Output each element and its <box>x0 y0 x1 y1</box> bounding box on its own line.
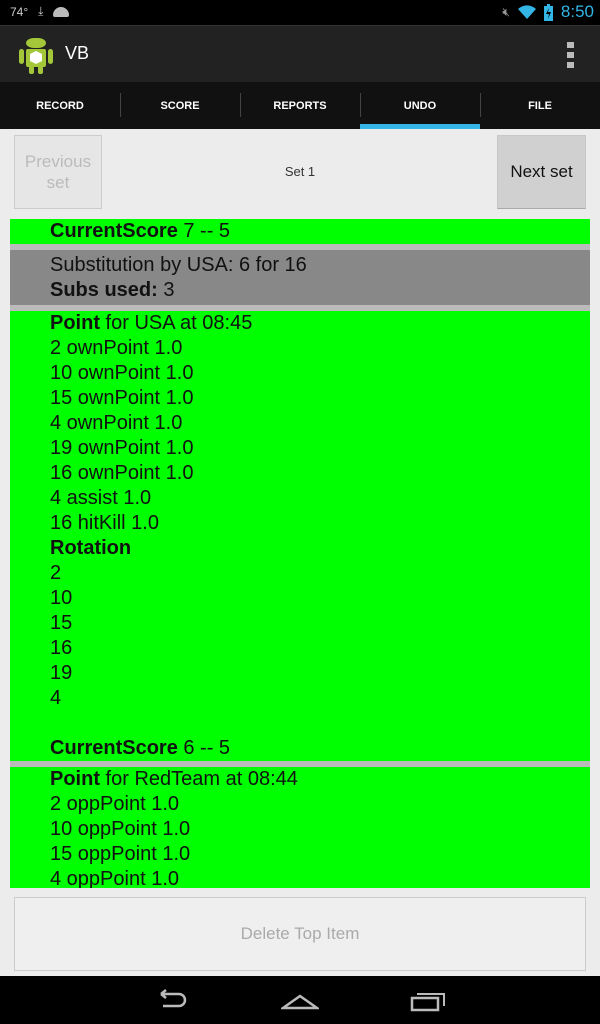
line-text: 4 oppPoint 1.0 <box>50 868 179 888</box>
list-item-line: 19 <box>50 661 590 686</box>
line-text: 15 ownPoint 1.0 <box>50 387 194 409</box>
line-text: 16 hitKill 1.0 <box>50 512 159 534</box>
list-item-line: 10 ownPoint 1.0 <box>50 361 590 386</box>
list-item-line: 16 hitKill 1.0 <box>50 511 590 536</box>
line-text: 15 <box>50 612 73 634</box>
line-text: 19 <box>50 662 73 684</box>
delete-top-item-button[interactable]: Delete Top Item <box>14 897 586 971</box>
line-text: 2 oppPoint 1.0 <box>50 793 179 815</box>
list-item[interactable]: CurrentScore 7 -- 5 <box>10 219 590 244</box>
app-title: VB <box>65 43 90 63</box>
previous-set-line1: Previous <box>24 152 92 171</box>
line-text: 10 oppPoint 1.0 <box>50 818 191 840</box>
line-text: 4 assist 1.0 <box>50 487 152 509</box>
line-label: CurrentScore <box>50 220 178 242</box>
list-item-line: 16 ownPoint 1.0 <box>50 461 590 486</box>
list-item-line: 19 ownPoint 1.0 <box>50 436 590 461</box>
list-item-line: 4 assist 1.0 <box>50 486 590 511</box>
temperature: 74° <box>10 4 29 19</box>
line-text: 2 <box>50 562 62 584</box>
previous-set-label: Previous set <box>25 151 91 193</box>
line-text: 7 -- 5 <box>177 220 231 242</box>
list-item[interactable]: Point for USA at 08:45 2 ownPoint 1.0 10 o… <box>10 311 590 761</box>
tab-undo[interactable]: UNDO <box>360 82 480 129</box>
overflow-menu-icon[interactable] <box>567 42 574 68</box>
previous-set-line2: set <box>46 173 70 192</box>
line-text: 16 ownPoint 1.0 <box>50 462 194 484</box>
tab-reports[interactable]: REPORTS <box>240 82 360 129</box>
android-icon <box>53 6 70 17</box>
next-set-button[interactable]: Next set <box>497 135 586 209</box>
line-text: 19 ownPoint 1.0 <box>50 437 194 459</box>
tab-record[interactable]: RECORD <box>36 99 84 112</box>
list-item[interactable]: Point for RedTeam at 08:44 2 oppPoint 1.0… <box>10 767 590 888</box>
status-bar: 74° ⤓ 🔇︎ 8:50 <box>0 0 600 25</box>
clock: 8:50 <box>560 2 594 21</box>
list-item-line: Point for RedTeam at 08:44 <box>50 767 590 792</box>
action-bar: VB <box>0 25 600 82</box>
line-text: 16 <box>50 637 73 659</box>
line-text: 4 ownPoint 1.0 <box>50 412 183 434</box>
list-item-line: 10 oppPoint 1.0 <box>50 817 590 842</box>
list-item-line: 4 <box>50 686 590 711</box>
list-item-line: 10 <box>50 586 590 611</box>
list-item-line: Substitution by USA: 6 for 16 <box>50 253 590 278</box>
line-text: 3 <box>157 279 175 301</box>
line-text: for USA at 08:45 <box>100 312 253 334</box>
back-icon[interactable] <box>153 988 189 1012</box>
list-item-line: 2 oppPoint 1.0 <box>50 792 590 817</box>
list-item-line: 4 oppPoint 1.0 <box>50 867 590 888</box>
line-text: for RedTeam at 08:44 <box>100 768 298 790</box>
tab-score[interactable]: SCORE <box>120 82 240 129</box>
list-item[interactable]: Substitution by USA: 6 for 16 Subs used: … <box>10 250 590 305</box>
list-item-line: CurrentScore 7 -- 5 <box>50 219 590 244</box>
line-text: 4 <box>50 687 62 709</box>
battery-charging-icon <box>543 3 553 21</box>
list-item-line: 15 oppPoint 1.0 <box>50 842 590 867</box>
line-label: Point <box>50 312 100 334</box>
line-label: CurrentScore <box>50 737 178 759</box>
list-item-line: 15 ownPoint 1.0 <box>50 386 590 411</box>
line-text: 15 oppPoint 1.0 <box>50 843 191 865</box>
navigation-bar <box>0 976 600 1024</box>
line-label: Rotation <box>50 537 132 559</box>
undo-list[interactable]: CurrentScore 7 -- 5 Substitution by USA: … <box>10 219 590 888</box>
line-text: 10 <box>50 587 73 609</box>
download-icon: ⤓ <box>38 4 44 18</box>
wifi-icon <box>517 5 536 19</box>
list-item-line: 2 ownPoint 1.0 <box>50 336 590 361</box>
tab-file[interactable]: FILE <box>480 82 600 129</box>
list-item-line: Rotation <box>50 536 590 561</box>
list-item-line <box>50 711 590 736</box>
tab-bar: RECORD SCORE REPORTS UNDO FILE <box>0 82 600 129</box>
line-label: Point <box>50 768 100 790</box>
app-logo-icon <box>19 38 53 74</box>
set-label: Set 1 <box>284 164 316 179</box>
list-item-line: 15 <box>50 611 590 636</box>
line-text: 6 -- 5 <box>177 737 231 759</box>
list-item-line: CurrentScore 6 -- 5 <box>50 736 590 761</box>
mute-icon: 🔇︎ <box>502 4 510 19</box>
home-icon[interactable] <box>281 988 319 1012</box>
line-text: Substitution by USA: 6 for 16 <box>50 254 307 276</box>
recent-apps-icon[interactable] <box>410 988 448 1012</box>
list-item-line: 2 <box>50 561 590 586</box>
previous-set-button[interactable]: Previous set <box>14 135 102 209</box>
list-item-line: 16 <box>50 636 590 661</box>
line-label: Subs used: <box>50 279 158 301</box>
line-text: 10 ownPoint 1.0 <box>50 362 194 384</box>
list-item-line: Point for USA at 08:45 <box>50 311 590 336</box>
list-item-line: Subs used: 3 <box>50 278 590 303</box>
list-item-line: 4 ownPoint 1.0 <box>50 411 590 436</box>
line-text: 2 ownPoint 1.0 <box>50 337 183 359</box>
